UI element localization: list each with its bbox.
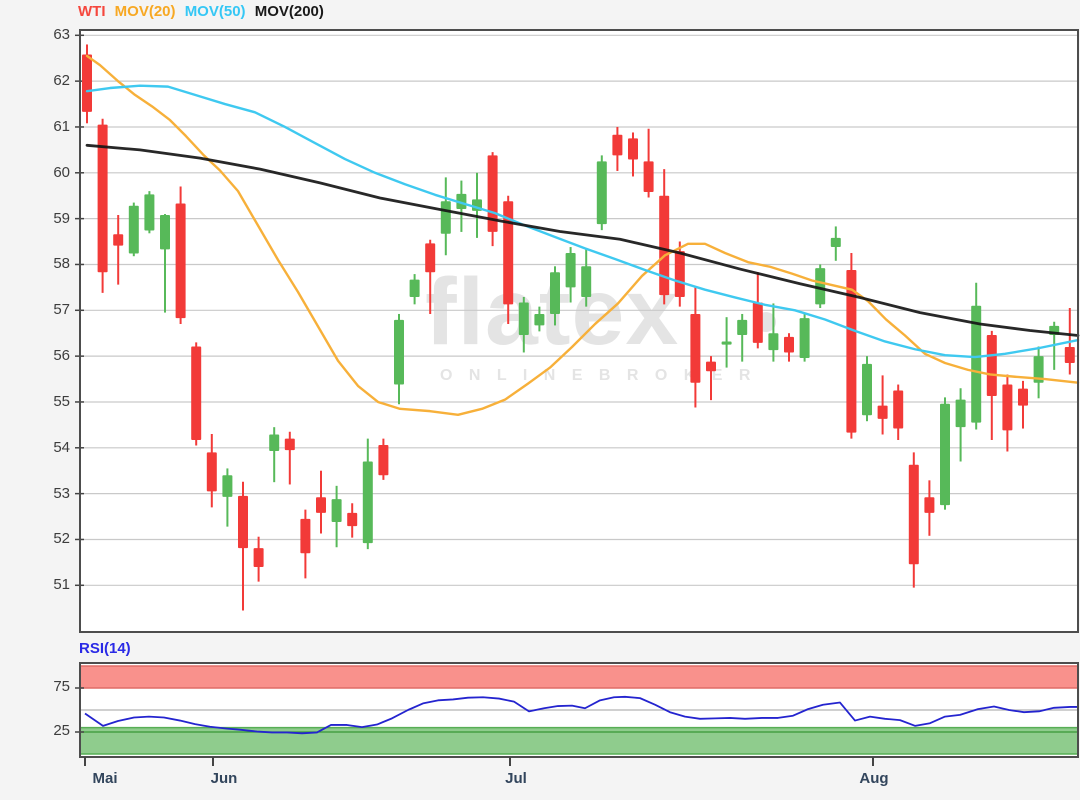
- candle-body-down: [893, 390, 904, 429]
- main-y-axis-tick-label: 61: [53, 117, 70, 135]
- watermark-subtitle-text: O N L I N E B R O K E R: [440, 367, 756, 384]
- candle-body-up: [955, 399, 966, 428]
- candle-body-down: [378, 445, 389, 476]
- candle-body-down: [877, 405, 888, 419]
- main-y-axis-tick-label: 58: [53, 255, 70, 273]
- x-axis-month-label: Jun: [210, 770, 238, 787]
- candle-body-down: [1018, 388, 1028, 406]
- candle-body-down: [908, 464, 919, 565]
- candle-body-up: [440, 201, 451, 234]
- candle-body-down: [113, 234, 124, 246]
- candle-body-up: [456, 193, 467, 210]
- candle-body-down: [924, 497, 935, 513]
- candle-body-down: [253, 548, 264, 567]
- candle-body-down: [1002, 384, 1013, 431]
- legend-item-mov20[interactable]: MOV(20): [114, 3, 176, 20]
- legend-item-wti[interactable]: WTI: [78, 3, 106, 20]
- main-y-axis-tick-label: 56: [53, 347, 70, 365]
- candle-body-up: [534, 313, 545, 326]
- rsi-plot-frame: [79, 662, 1079, 758]
- candle-body-down: [206, 452, 217, 492]
- candle-body-down: [659, 195, 670, 296]
- legend-item-mov200[interactable]: MOV(200): [254, 3, 324, 20]
- candle-body-down: [690, 313, 701, 383]
- main-y-axis-tick-label: 62: [53, 72, 70, 90]
- candle-body-down: [706, 361, 716, 372]
- candle-body-down: [752, 302, 763, 343]
- candle-body-up: [222, 475, 233, 497]
- candle-body-up: [721, 341, 732, 345]
- candle-body-up: [737, 319, 748, 336]
- candle-body-down: [1064, 346, 1075, 364]
- candle-body-up: [940, 403, 950, 506]
- candle-body-up: [128, 205, 139, 254]
- candle-body-down: [425, 243, 436, 273]
- main-y-axis-tick-label: 63: [53, 26, 70, 44]
- candles-layer: [82, 44, 1075, 611]
- candle-body-down: [986, 335, 997, 397]
- candle-body-up: [971, 305, 982, 423]
- ma-line-mov20: [85, 54, 1080, 416]
- candle-body-up: [362, 461, 373, 544]
- candle-body-up: [565, 253, 576, 288]
- candle-body-up: [596, 161, 607, 225]
- rsi-overbought-band: [81, 666, 1077, 688]
- candle-body-up: [799, 318, 810, 358]
- rsi-line: [84, 695, 1078, 735]
- x-axis-month-label: Jul: [505, 770, 527, 787]
- main-y-axis-tick-label: 57: [53, 301, 70, 319]
- main-chart-legend: WTI MOV(20) MOV(50) MOV(200): [78, 3, 329, 21]
- candle-body-down: [175, 203, 186, 319]
- candle-body-up: [830, 237, 841, 248]
- candle-body-up: [862, 363, 872, 416]
- ma-line-mov200: [85, 143, 1080, 337]
- main-y-axis-tick-label: 55: [53, 392, 70, 410]
- main-plot-frame: [79, 29, 1079, 633]
- rsi-panel-title[interactable]: RSI(14): [79, 640, 131, 657]
- ma-line-mov50: [85, 84, 1080, 359]
- candle-body-down: [347, 512, 358, 527]
- main-y-axis-tick-label: 59: [53, 209, 70, 227]
- rsi-y-axis-tick-label: 25: [53, 722, 70, 739]
- candle-body-down: [300, 518, 311, 554]
- x-axis-month-label: Aug: [859, 770, 889, 787]
- candle-body-down: [674, 251, 685, 298]
- candle-body-up: [1033, 356, 1044, 383]
- candle-body-down: [82, 54, 92, 112]
- main-y-axis-tick-label: 51: [53, 576, 70, 594]
- candle-body-down: [191, 346, 202, 441]
- candle-body-down: [628, 138, 638, 160]
- candle-body-down: [284, 438, 295, 451]
- candle-body-up: [768, 333, 779, 351]
- candle-body-up: [331, 499, 342, 523]
- candle-body-up: [269, 434, 280, 452]
- main-y-axis-tick-label: 53: [53, 484, 70, 502]
- candle-body-down: [97, 124, 108, 273]
- x-axis-month-label: Mai: [92, 770, 118, 787]
- candle-body-up: [581, 266, 592, 298]
- candle-body-down: [643, 161, 654, 193]
- candle-body-up: [160, 214, 170, 250]
- rsi-y-axis-tick-label: 75: [53, 678, 70, 695]
- candle-body-down: [846, 269, 857, 433]
- candle-body-down: [316, 497, 326, 513]
- main-y-axis-tick-label: 52: [53, 530, 70, 548]
- main-y-axis-tick-label: 54: [53, 438, 70, 456]
- candle-body-up: [144, 194, 155, 231]
- candle-body-down: [503, 201, 514, 305]
- candle-body-up: [815, 268, 826, 305]
- legend-item-mov50[interactable]: MOV(50): [184, 3, 246, 20]
- candle-body-up: [394, 319, 404, 385]
- candle-body-down: [612, 134, 623, 156]
- candle-body-up: [409, 279, 420, 298]
- candle-body-down: [238, 495, 248, 549]
- main-y-axis-tick-label: 60: [53, 163, 70, 181]
- candle-body-up: [550, 272, 560, 314]
- candle-body-up: [518, 302, 529, 336]
- candle-body-down: [784, 336, 794, 353]
